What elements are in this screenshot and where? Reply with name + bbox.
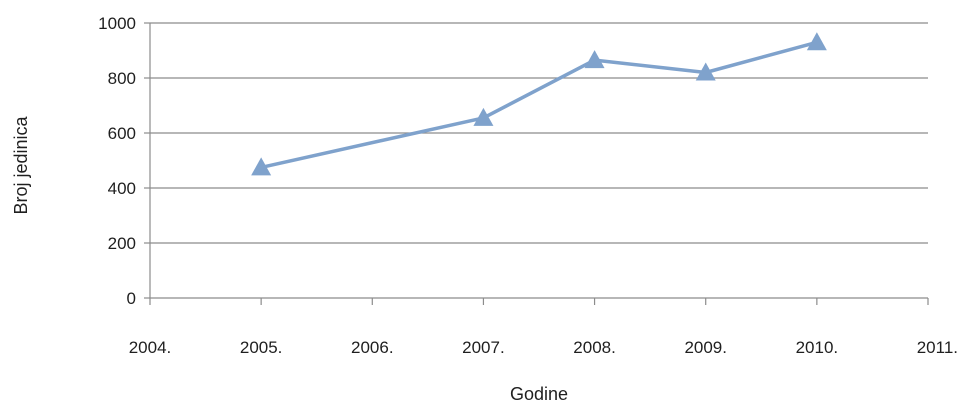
x-tick-label: 2004. [129,338,172,357]
axes [149,23,928,299]
grid-lines [150,22,928,244]
x-tick-label: 2010. [796,338,839,357]
y-tick-label: 800 [108,69,136,88]
x-tick-label: 2009. [684,338,727,357]
y-axis-ticks: 0 200 400 600 800 1000 [98,14,150,308]
y-tick-label: 200 [108,234,136,253]
data-point-marker [695,62,716,81]
y-tick-label: 600 [108,124,136,143]
y-tick-label: 0 [127,289,136,308]
x-axis-ticks: 2004. 2005. 2006. 2007. 2008. 2009. 2010. 2011. [129,298,958,357]
y-axis-title: Broj jedinica [11,115,31,214]
x-tick-label: 2005. [240,338,283,357]
data-point-marker [251,157,272,176]
data-point-marker [584,50,605,69]
data-series [251,32,827,176]
x-axis-title: Godine [510,384,568,404]
data-point-marker [806,32,827,51]
x-tick-label: 2008. [573,338,616,357]
y-tick-label: 400 [108,179,136,198]
series-line [260,40,818,170]
x-tick-label: 2007. [462,338,505,357]
data-point-marker [473,107,494,126]
x-tick-label: 2006. [351,338,394,357]
x-tick-label: 2011. [917,338,958,357]
y-tick-label: 1000 [98,14,136,33]
